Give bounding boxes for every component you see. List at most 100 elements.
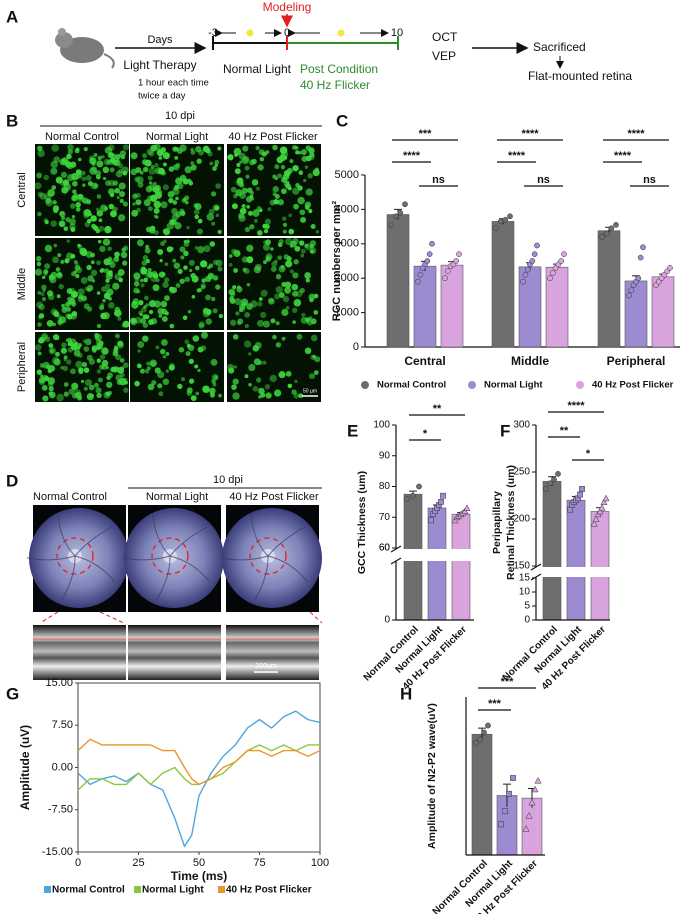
cell <box>257 164 264 171</box>
cell <box>58 220 66 228</box>
cell <box>51 185 57 190</box>
column-label: Normal Light <box>146 131 208 143</box>
cell <box>37 351 42 356</box>
cell <box>102 298 106 303</box>
cell <box>303 178 307 183</box>
cell <box>246 303 253 310</box>
cell <box>298 240 305 246</box>
cell <box>70 290 79 298</box>
cell <box>148 309 154 315</box>
data-point <box>592 515 600 522</box>
cell <box>255 145 260 151</box>
cell <box>244 226 251 233</box>
legend-swatch <box>44 886 51 893</box>
cell <box>75 360 83 369</box>
cell <box>48 391 56 399</box>
cell <box>61 342 67 348</box>
data-point <box>404 495 410 502</box>
cell <box>175 283 181 288</box>
cell <box>162 162 167 167</box>
cell <box>259 156 265 162</box>
cell <box>292 166 298 172</box>
cell <box>168 197 174 204</box>
cell <box>239 160 243 164</box>
therapy-label: Light Therapy <box>123 58 196 72</box>
cell <box>256 319 264 327</box>
y-tick-label: 0 <box>524 615 530 626</box>
cell <box>136 176 144 184</box>
period-label: Normal Light <box>223 62 292 76</box>
cell <box>297 196 305 205</box>
data-point <box>567 506 573 513</box>
cell <box>241 187 248 194</box>
data-point <box>473 740 479 746</box>
panel-label: G <box>6 684 19 703</box>
cell <box>72 189 77 194</box>
data-point <box>502 808 508 815</box>
cell <box>183 241 190 247</box>
y-tick-label: 60 <box>379 543 391 554</box>
cell <box>92 225 99 231</box>
data-point <box>549 270 556 276</box>
cell <box>99 245 106 253</box>
cell <box>281 308 289 317</box>
cell <box>310 334 318 342</box>
cell <box>187 309 192 314</box>
cell <box>80 379 85 384</box>
cell <box>234 152 239 157</box>
cell <box>55 351 60 357</box>
cell <box>122 260 128 266</box>
cell <box>209 161 214 166</box>
cell <box>232 392 240 400</box>
cell <box>190 272 196 279</box>
cell <box>162 378 170 386</box>
cell <box>189 378 195 384</box>
cell <box>184 339 190 345</box>
cell <box>235 189 243 197</box>
column-label: 40 Hz Post Flicker <box>228 131 318 143</box>
fundus-heading: 10 dpi <box>213 474 243 486</box>
cell <box>65 338 70 343</box>
cell <box>38 303 45 311</box>
cell <box>69 223 76 230</box>
bar <box>597 230 621 348</box>
cell <box>232 378 239 385</box>
cell <box>96 358 101 363</box>
cell <box>67 173 75 182</box>
cell <box>207 265 211 270</box>
data-point <box>543 486 549 492</box>
cell <box>85 175 92 182</box>
cell <box>59 158 67 166</box>
cell <box>137 341 145 349</box>
cell <box>293 298 302 307</box>
cell <box>299 209 306 216</box>
data-point <box>522 825 530 832</box>
cell <box>63 226 69 231</box>
bar <box>518 266 542 348</box>
cell <box>53 243 58 248</box>
cell <box>136 289 141 294</box>
cell <box>175 196 179 201</box>
cell <box>193 203 199 208</box>
data-point <box>579 486 585 492</box>
cell <box>66 153 72 160</box>
legend-label: Normal Control <box>52 885 125 896</box>
cell <box>243 340 252 348</box>
y-tick-label: 0 <box>384 615 390 626</box>
cell <box>265 150 270 155</box>
cell <box>185 351 191 357</box>
cell <box>315 230 320 234</box>
timeline-tick: 0 <box>284 27 290 39</box>
cell <box>274 164 280 170</box>
cell <box>49 276 57 284</box>
x-tick-label: 25 <box>132 857 144 869</box>
cell <box>314 356 321 363</box>
cell <box>37 338 44 344</box>
cell <box>139 368 145 374</box>
cell <box>174 155 179 160</box>
data-point <box>424 258 431 264</box>
cell <box>273 199 279 205</box>
data-point <box>481 729 487 736</box>
cell <box>121 323 126 328</box>
cell <box>142 254 149 261</box>
